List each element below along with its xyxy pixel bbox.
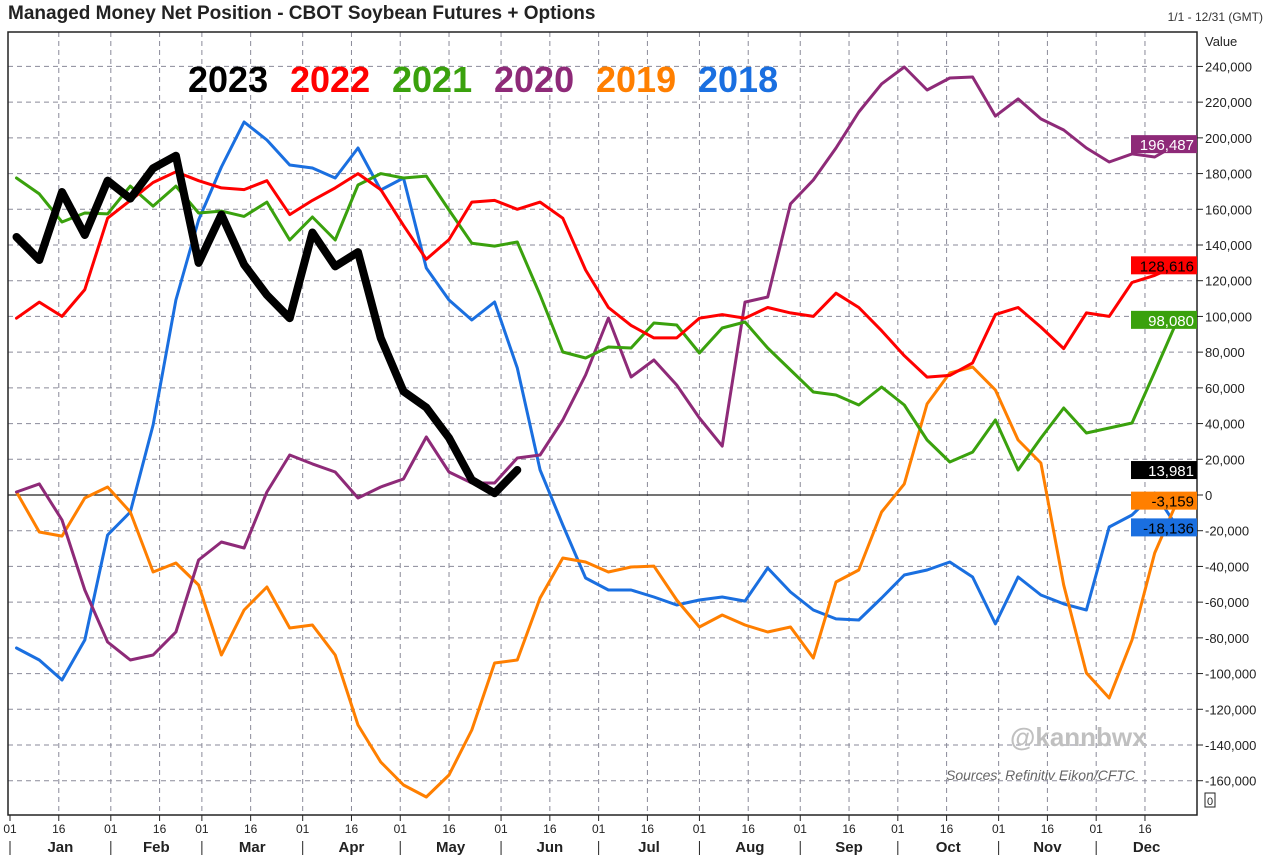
y-tick-label: -160,000 [1205, 774, 1256, 789]
value-label-2020: 196,487 [1140, 137, 1194, 154]
y-tick-label: -40,000 [1205, 559, 1249, 574]
value-label-box-2022 [1131, 256, 1197, 275]
x-tick-label: 16 [641, 822, 655, 836]
x-tick-label: 01 [1090, 822, 1104, 836]
y-tick-label: 220,000 [1205, 95, 1252, 110]
y-tick-label: 180,000 [1205, 167, 1252, 182]
legend-2020: 2020 [494, 59, 574, 100]
month-label: Feb [143, 839, 170, 855]
date-range: 1/1 - 12/31 (GMT) [1167, 10, 1263, 24]
x-tick-label: 01 [693, 822, 707, 836]
series-line-2019 [15, 365, 1179, 799]
legend-2018: 2018 [698, 59, 778, 100]
x-tick-label: 16 [153, 822, 167, 836]
x-tick-label: 16 [940, 822, 954, 836]
x-tick-label: 16 [244, 822, 258, 836]
legend: 2023 2022 2021 2020 2019 2018 [188, 59, 778, 100]
month-label: Oct [936, 839, 961, 855]
y-tick-label: 0 [1205, 488, 1212, 503]
series-line-2020 [15, 65, 1179, 662]
y-tick-label: 20,000 [1205, 452, 1245, 467]
y-tick-label: -100,000 [1205, 667, 1256, 682]
axes: 240,000 220,000 200,000 180,000 160,000 140,0… [3, 31, 1256, 855]
x-tick-label: 01 [992, 822, 1006, 836]
y-axis-label: Value [1205, 34, 1237, 49]
month-label: Nov [1033, 839, 1062, 855]
x-tick-label: 16 [345, 822, 359, 836]
y-tick-label: 80,000 [1205, 345, 1245, 360]
y-tick-label: 200,000 [1205, 131, 1252, 146]
month-label: Aug [735, 839, 764, 855]
x-tick-label: 01 [394, 822, 408, 836]
y-tick-label: 140,000 [1205, 238, 1252, 253]
y-tick-label: 60,000 [1205, 381, 1245, 396]
month-label: Mar [239, 839, 266, 855]
x-tick-label: 16 [442, 822, 456, 836]
value-label-2018: -18,136 [1143, 520, 1194, 537]
x-tick-label: 01 [3, 822, 17, 836]
month-label: Jun [537, 839, 564, 855]
series-line-2023 [12, 151, 522, 498]
axis-min-label: 0 [1207, 796, 1213, 808]
y-tick-label: -140,000 [1205, 738, 1256, 753]
x-tick-label: 01 [891, 822, 905, 836]
value-label-box-2021 [1131, 310, 1197, 329]
chart-title: Managed Money Net Position - CBOT Soybea… [8, 3, 596, 24]
month-label: Jan [47, 839, 73, 855]
value-label-2022: 128,616 [1140, 258, 1194, 275]
y-tick-label: 120,000 [1205, 274, 1252, 289]
x-tick-label: 16 [742, 822, 756, 836]
x-tick-label: 01 [195, 822, 209, 836]
legend-2023: 2023 [188, 59, 268, 100]
x-tick-label: 01 [104, 822, 118, 836]
grid [8, 32, 1197, 815]
y-tick-label: 240,000 [1205, 59, 1252, 74]
month-label: Jul [638, 839, 660, 855]
value-label-box-2019 [1131, 491, 1197, 510]
y-tick-label: -60,000 [1205, 595, 1249, 610]
value-label-2023: 13,981 [1148, 463, 1194, 480]
x-tick-label: 01 [494, 822, 508, 836]
x-tick-label: 16 [52, 822, 66, 836]
x-tick-label: 01 [296, 822, 310, 836]
watermark: @kannbwx [1010, 722, 1147, 752]
month-label: Sep [835, 839, 863, 855]
x-tick-label: 16 [1041, 822, 1055, 836]
y-tick-label: -80,000 [1205, 631, 1249, 646]
legend-2021: 2021 [392, 59, 472, 100]
source-note: Sources: Refinitiv Eikon/CFTC [946, 767, 1136, 783]
series-line-2021 [15, 172, 1179, 472]
x-tick-label: 01 [794, 822, 808, 836]
month-label: Apr [339, 839, 365, 855]
x-tick-label: 16 [1138, 822, 1152, 836]
value-label-box-2023 [1131, 461, 1197, 480]
series-line-2022 [15, 170, 1179, 379]
y-tick-label: 100,000 [1205, 309, 1252, 324]
y-tick-label: 160,000 [1205, 202, 1252, 217]
value-label-2021: 98,080 [1148, 313, 1194, 330]
axis-min-box [1204, 792, 1216, 808]
value-label-box-2020 [1131, 135, 1197, 154]
value-label-box-2018 [1131, 518, 1197, 537]
x-tick-label: 01 [592, 822, 606, 836]
y-tick-label: 40,000 [1205, 417, 1245, 432]
series-line-2018 [15, 120, 1179, 682]
y-tick-label: -20,000 [1205, 524, 1249, 539]
legend-2019: 2019 [596, 59, 676, 100]
x-tick-label: 16 [842, 822, 856, 836]
month-label: Dec [1133, 839, 1161, 855]
value-label-2019: -3,159 [1151, 494, 1194, 511]
value-labels: -18,136 -3,159 196,487 98,080 128,616 13,981 [1131, 135, 1197, 537]
x-tick-label: 16 [543, 822, 557, 836]
legend-2022: 2022 [290, 59, 370, 100]
month-label: May [436, 839, 466, 855]
y-tick-label: -120,000 [1205, 702, 1256, 717]
series-lines [12, 65, 1179, 799]
